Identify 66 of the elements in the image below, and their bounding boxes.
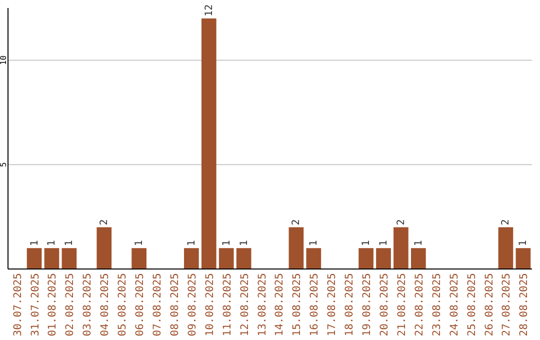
data-label: 2 — [396, 219, 407, 226]
x-tick-label: 20.08.2025 — [378, 273, 390, 336]
bar — [358, 248, 374, 269]
data-label: 2 — [500, 219, 512, 226]
data-label: 1 — [378, 240, 390, 246]
x-tick-label: 10.08.2025 — [204, 273, 216, 336]
x-tick-label: 09.08.2025 — [186, 273, 198, 336]
x-tick-label: 31.07.2025 — [29, 273, 42, 336]
x-tick-label: 22.08.2025 — [413, 273, 426, 336]
x-tick-label: 23.08.2025 — [430, 273, 443, 336]
x-tick-label: 19.08.2025 — [361, 273, 374, 336]
x-tick-label: 13.08.2025 — [256, 273, 268, 336]
data-label: 1 — [238, 240, 250, 246]
bar — [498, 227, 514, 269]
x-tick-label: 01.08.2025 — [46, 273, 59, 336]
x-tick-label: 26.08.2025 — [483, 273, 496, 336]
bar — [201, 18, 216, 269]
data-label: 1 — [64, 240, 76, 246]
data-label: 1 — [221, 240, 232, 246]
data-label: 1 — [413, 240, 424, 246]
bar — [218, 248, 234, 269]
data-label: 2 — [291, 219, 302, 226]
bar — [236, 248, 252, 269]
bar — [132, 248, 146, 269]
x-tick-label: 16.08.2025 — [308, 273, 321, 336]
x-tick-label: 27.08.2025 — [500, 273, 513, 336]
x-tick-label: 07.08.2025 — [152, 273, 164, 336]
bar — [376, 248, 391, 269]
x-tick-label: 21.08.2025 — [396, 273, 408, 336]
data-label: 1 — [186, 240, 198, 246]
x-tick-label: 18.08.2025 — [344, 273, 356, 336]
x-tick-label: 02.08.2025 — [64, 273, 76, 336]
x-tick-label: 12.08.2025 — [238, 273, 251, 336]
bar — [44, 248, 60, 269]
data-label: 12 — [204, 4, 215, 16]
y-tick-label: 10 — [0, 55, 8, 66]
bar — [96, 227, 112, 269]
x-tick-label: 11.08.2025 — [221, 273, 234, 336]
x-tick-label: 25.08.2025 — [466, 273, 478, 336]
bar — [288, 227, 304, 269]
x-tick-label: 05.08.2025 — [116, 273, 129, 336]
data-label: 1 — [29, 240, 40, 246]
y-tick-label: 5 — [0, 162, 8, 168]
x-tick-label: 04.08.2025 — [99, 273, 112, 336]
x-tick-label: 28.08.2025 — [518, 273, 530, 336]
data-label: 1 — [518, 240, 530, 246]
data-label: 1 — [46, 240, 58, 246]
bar — [394, 227, 408, 269]
data-label: 1 — [134, 240, 146, 246]
data-label: 1 — [361, 240, 372, 246]
bar — [62, 248, 77, 269]
x-tick-label: 30.07.2025 — [12, 273, 24, 336]
bar — [306, 248, 322, 269]
bar — [410, 248, 426, 269]
x-tick-label: 08.08.2025 — [168, 273, 181, 336]
x-tick-label: 03.08.2025 — [82, 273, 94, 336]
bar — [184, 248, 199, 269]
bar — [516, 248, 531, 269]
data-label: 1 — [308, 240, 320, 246]
bar — [26, 248, 42, 269]
data-label: 2 — [99, 219, 110, 226]
x-tick-label: 17.08.2025 — [326, 273, 338, 336]
x-tick-label: 15.08.2025 — [291, 273, 304, 336]
x-tick-label: 14.08.2025 — [274, 273, 286, 336]
x-tick-label: 06.08.2025 — [134, 273, 146, 336]
x-tick-label: 24.08.2025 — [448, 273, 460, 336]
